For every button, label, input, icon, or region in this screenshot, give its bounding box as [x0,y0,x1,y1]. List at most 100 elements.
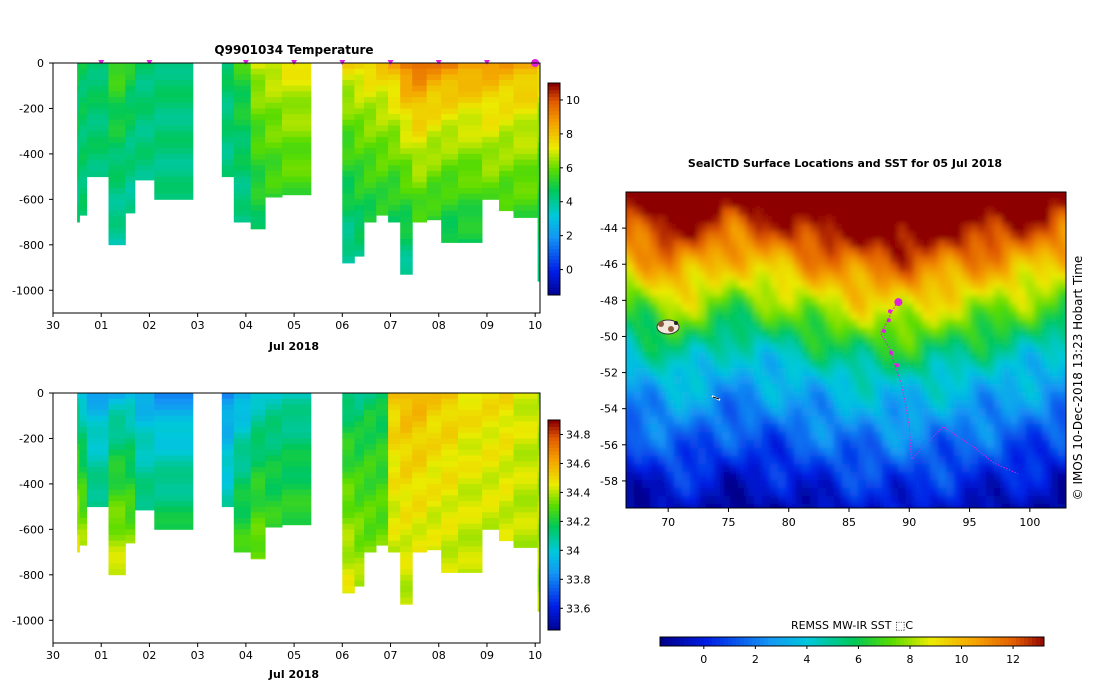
profile-cell [77,478,80,485]
sst-cell [818,192,827,193]
sst-cell [626,504,635,508]
sst-cell [1050,208,1059,217]
sst-cell [906,360,915,369]
profile-cell [265,91,283,98]
profile-cell [458,188,483,195]
sst-cell [626,504,627,508]
sst-cell [794,472,803,481]
profile-cell [250,227,266,230]
sst-cell [778,472,787,481]
sst-cell [746,352,755,361]
sst-cell [802,432,811,441]
profile-cell [482,176,500,183]
profile-cell [388,501,401,508]
sst-cell [930,200,939,209]
sst-cell [1042,224,1051,233]
sst-cell [722,400,731,409]
sst-cell [834,408,843,417]
sst-cell [1026,328,1035,337]
sst-cell [650,480,659,489]
profile-cell [513,131,538,138]
sst-cell [866,424,875,433]
sst-cell [706,224,715,233]
sst-cell [866,504,875,508]
y-tick-label: -200 [19,432,44,445]
sst-cell [1058,296,1066,305]
profile-cell [513,171,538,178]
sst-cell [666,344,675,353]
sst-cell [738,464,747,473]
sst-cell [658,280,667,289]
profile-cell [221,410,235,417]
profile-cell [426,478,442,485]
sst-cell [850,272,859,281]
profile-cell [400,404,413,411]
profile-cell [441,483,459,490]
profile-cell [354,188,365,195]
profile-cell [426,165,442,172]
profile-cell [265,432,283,439]
sst-cell [826,480,835,489]
sst-cell [794,288,803,297]
profile-cell [342,193,355,200]
sst-cell [962,384,971,393]
sst-cell [626,448,635,457]
profile-cell [221,91,235,98]
sst-cell [898,400,907,409]
sst-cell [794,200,803,209]
profile-cell [537,68,541,75]
sst-cell [1010,224,1019,233]
profile-cell [250,466,266,473]
sst-cell [1042,448,1051,457]
sst-cell [994,456,1003,465]
sst-cell [634,224,643,233]
colorbar-swatch [548,164,560,169]
sst-cell [762,480,771,489]
sst-cell [978,216,987,225]
sst-cell [1050,344,1059,353]
profile-cell [499,478,514,485]
sst-cell [682,352,691,361]
sst-cell [1002,296,1011,305]
profile-cell [79,108,88,115]
profile-cell [426,193,442,200]
sst-cell [762,336,771,345]
sst-cell [890,280,899,289]
sst-cell [786,376,795,385]
profile-cell [154,455,194,462]
sst-cell [1018,392,1027,401]
sst-cell [906,304,915,313]
sst-cell [794,496,803,505]
colorbar-swatch [548,483,560,487]
profile-cell [400,85,413,92]
sst-cell [882,360,891,369]
sst-cell [730,504,739,508]
sst-cell [946,384,955,393]
profile-cell [79,125,88,132]
profile-cell [342,210,355,217]
sst-colorbar-swatch [880,637,885,646]
sst-colorbar-swatch [948,637,953,646]
sst-cell [954,312,963,321]
profile-cell [364,438,377,445]
profile-cell [412,466,428,473]
sst-cell [818,392,827,401]
sst-cell [962,304,971,313]
profile-cell [412,512,428,519]
sst-cell [898,304,907,313]
profile-cell [537,557,541,564]
sst-cell [746,360,755,369]
profile-cell [86,119,109,126]
sst-cell [1002,320,1011,329]
profile-cell [154,119,194,126]
sst-cell [1010,480,1019,489]
sst-cell [786,424,795,433]
profile-cell [513,108,538,115]
sst-cell [906,232,915,241]
sst-cell [762,296,771,305]
profile-cell [376,74,389,81]
profile-cell [441,410,459,417]
sst-cell [1034,456,1043,465]
profile-cell [441,171,459,178]
profile-cell [400,210,413,217]
